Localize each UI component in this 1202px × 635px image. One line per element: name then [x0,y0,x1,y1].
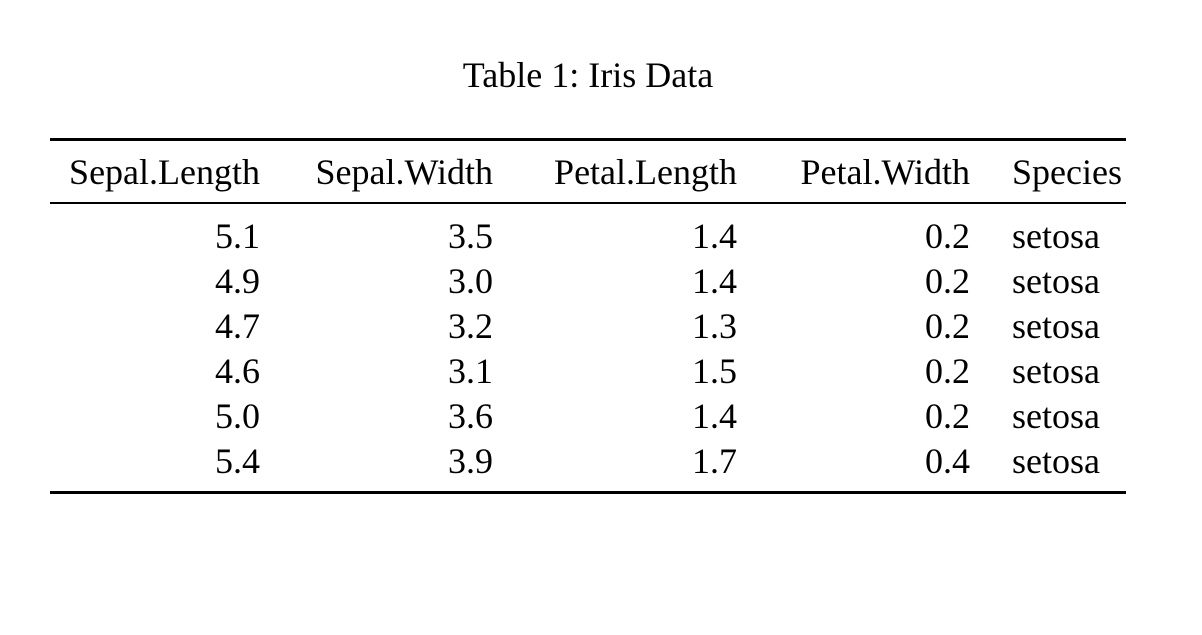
table-row: 5.1 3.5 1.4 0.2 setosa [50,203,1126,258]
table-cell-sepal-length: 4.6 [215,350,260,391]
table-cell-petal-length: 1.4 [692,395,737,436]
table-cell-petal-length: 1.7 [692,440,737,481]
table-cell-petal-length: 1.3 [692,305,737,346]
table-cell-petal-width: 0.2 [925,260,970,301]
table-row: 5.0 3.6 1.4 0.2 setosa [50,393,1126,438]
table-row: 4.6 3.1 1.5 0.2 setosa [50,348,1126,393]
table-cell-sepal-width: 3.1 [448,350,493,391]
table-cell-species: setosa [1012,260,1100,301]
table-cell-species: setosa [1012,350,1100,391]
table-cell-sepal-length: 4.9 [215,260,260,301]
table-cell-petal-length: 1.5 [692,350,737,391]
table-cell-petal-width: 0.2 [925,350,970,391]
document-page: Table 1: Iris Data Sepal.Length Sepal.Wi… [0,55,1202,494]
iris-data-table: Sepal.Length Sepal.Width Petal.Length Pe… [50,141,1126,483]
table-cell-sepal-width: 3.6 [448,395,493,436]
table-cell-sepal-length: 5.1 [215,215,260,256]
table-cell-petal-length: 1.4 [692,215,737,256]
table-cell-species: setosa [1012,440,1100,481]
table-caption: Table 1: Iris Data [462,55,714,95]
table-cell-petal-width: 0.2 [925,215,970,256]
column-header-sepal-length: Sepal.Length [50,141,260,204]
table-cell-sepal-width: 3.5 [448,215,493,256]
data-table-container: Sepal.Length Sepal.Width Petal.Length Pe… [50,138,1126,494]
column-header-petal-width: Petal.Width [737,141,970,204]
header-row: Sepal.Length Sepal.Width Petal.Length Pe… [50,141,1126,204]
column-header-sepal-width: Sepal.Width [260,141,493,204]
table-cell-sepal-width: 3.0 [448,260,493,301]
table-row: 5.4 3.9 1.7 0.4 setosa [50,438,1126,483]
table-cell-petal-length: 1.4 [692,260,737,301]
table-cell-species: setosa [1012,395,1100,436]
table-row: 4.7 3.2 1.3 0.2 setosa [50,303,1126,348]
table-cell-sepal-width: 3.9 [448,440,493,481]
table-row: 4.9 3.0 1.4 0.2 setosa [50,258,1126,303]
table-cell-sepal-width: 3.2 [448,305,493,346]
table-cell-species: setosa [1012,305,1100,346]
table-cell-petal-width: 0.2 [925,395,970,436]
table-cell-sepal-length: 5.4 [215,440,260,481]
table-cell-species: setosa [1012,215,1100,256]
table-cell-petal-width: 0.2 [925,305,970,346]
table-cell-petal-width: 0.4 [925,440,970,481]
table-cell-sepal-length: 5.0 [215,395,260,436]
table-cell-sepal-length: 4.7 [215,305,260,346]
column-header-petal-length: Petal.Length [493,141,737,204]
column-header-species: Species [970,141,1126,204]
